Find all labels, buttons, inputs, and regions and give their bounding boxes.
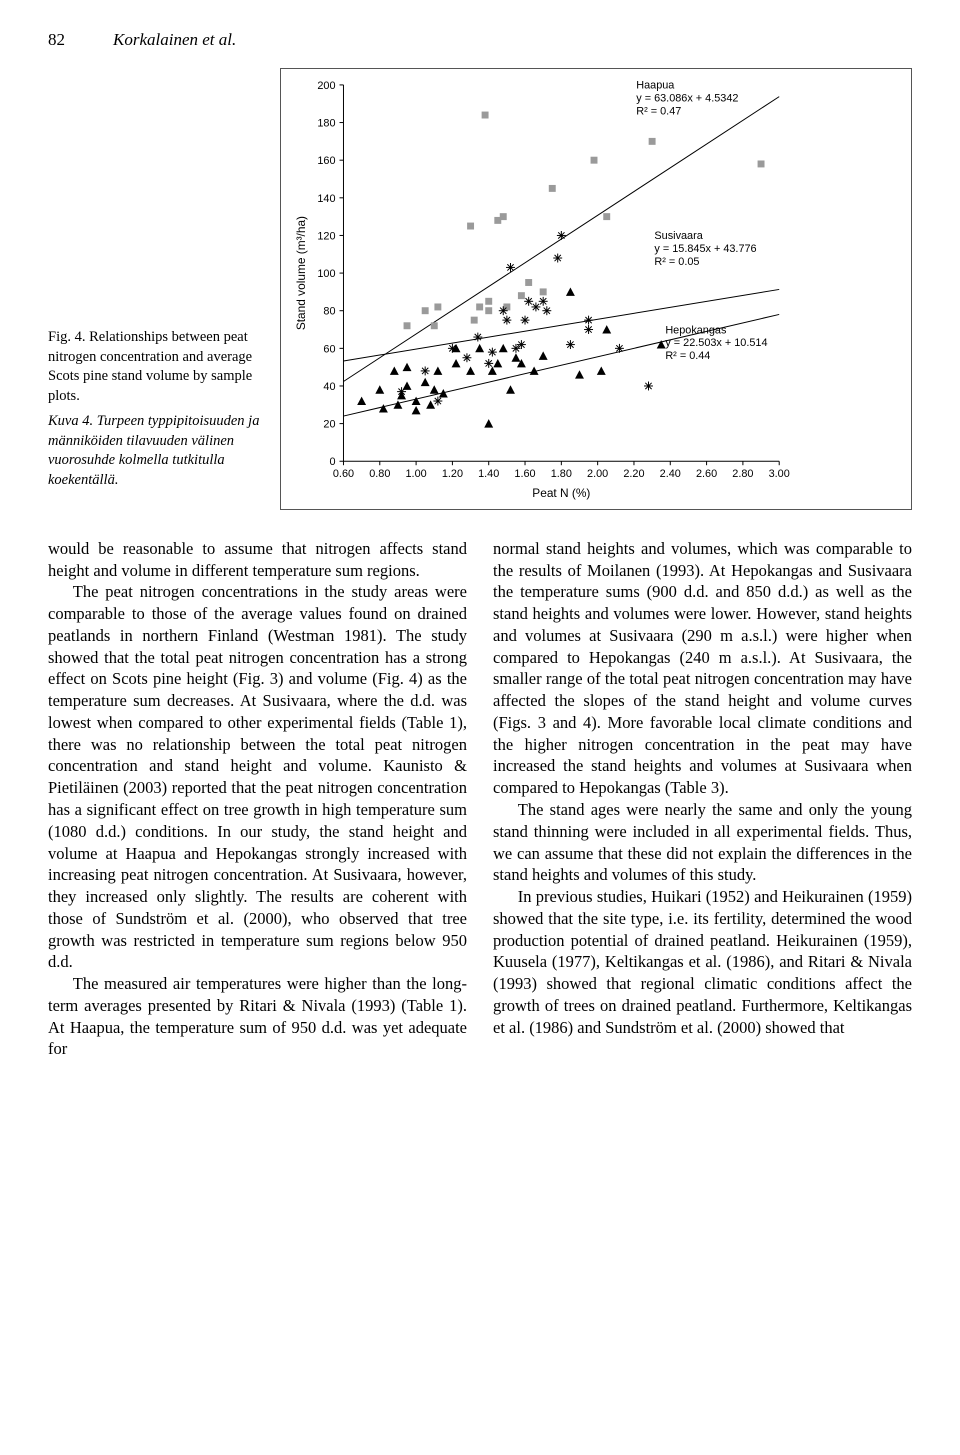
svg-text:120: 120	[317, 230, 335, 242]
svg-text:2.40: 2.40	[660, 468, 681, 480]
text-column-left: would be reasonable to assume that nitro…	[48, 538, 467, 1060]
paragraph: would be reasonable to assume that nitro…	[48, 538, 467, 582]
svg-text:80: 80	[323, 306, 335, 318]
paragraph: In previous studies, Huikari (1952) and …	[493, 886, 912, 1038]
svg-text:2.80: 2.80	[732, 468, 753, 480]
scatter-chart: 0 20 40 60 80 100 120 140 160 180 200 0.60 0.80 1.00 1…	[280, 68, 912, 510]
svg-text:100: 100	[317, 268, 335, 280]
body-text: would be reasonable to assume that nitro…	[48, 538, 912, 1060]
authors-running-head: Korkalainen et al.	[113, 30, 236, 50]
svg-text:0.60: 0.60	[333, 468, 354, 480]
svg-text:0.80: 0.80	[369, 468, 390, 480]
svg-text:Peat N (%): Peat N (%)	[532, 486, 590, 500]
page-number: 82	[48, 30, 65, 50]
svg-text:Haapua: Haapua	[636, 80, 675, 92]
svg-text:3.00: 3.00	[769, 468, 790, 480]
paragraph: The stand ages were nearly the same and …	[493, 799, 912, 886]
paragraph: The measured air temperatures were highe…	[48, 973, 467, 1060]
svg-text:R² = 0.05: R² = 0.05	[654, 256, 699, 268]
svg-text:y = 22.503x + 10.514: y = 22.503x + 10.514	[665, 337, 767, 349]
svg-text:1.80: 1.80	[551, 468, 572, 480]
svg-text:Hepokangas: Hepokangas	[665, 324, 727, 336]
svg-text:200: 200	[317, 80, 335, 92]
svg-text:y = 63.086x + 4.5342: y = 63.086x + 4.5342	[636, 93, 738, 105]
svg-text:1.40: 1.40	[478, 468, 499, 480]
figure-caption: Fig. 4. Relationships between peat nitro…	[48, 68, 280, 510]
paragraph: normal stand heights and volumes, which …	[493, 538, 912, 799]
svg-text:y = 15.845x + 43.776: y = 15.845x + 43.776	[654, 243, 756, 255]
svg-text:R² = 0.47: R² = 0.47	[636, 105, 681, 117]
svg-text:20: 20	[323, 419, 335, 431]
svg-text:160: 160	[317, 155, 335, 167]
svg-text:1.60: 1.60	[514, 468, 535, 480]
paragraph: The peat nitrogen concentrations in the …	[48, 581, 467, 973]
svg-text:Stand volume (m³/ha): Stand volume (m³/ha)	[294, 216, 308, 330]
chart-svg: 0 20 40 60 80 100 120 140 160 180 200 0.60 0.80 1.00 1…	[289, 77, 903, 503]
page-header: 82 Korkalainen et al.	[48, 30, 912, 50]
svg-text:1.20: 1.20	[442, 468, 463, 480]
svg-text:60: 60	[323, 343, 335, 355]
svg-text:1.00: 1.00	[406, 468, 427, 480]
svg-text:2.00: 2.00	[587, 468, 608, 480]
figure-label-fi: Kuva 4.	[48, 413, 93, 429]
svg-text:40: 40	[323, 381, 335, 393]
figure-4: Fig. 4. Relationships between peat nitro…	[48, 68, 912, 510]
svg-text:180: 180	[317, 118, 335, 130]
text-column-right: normal stand heights and volumes, which …	[493, 538, 912, 1060]
figure-label-en: Fig. 4.	[48, 329, 85, 345]
svg-text:2.20: 2.20	[623, 468, 644, 480]
svg-text:0: 0	[329, 456, 335, 468]
svg-text:Susivaara: Susivaara	[654, 230, 703, 242]
svg-text:R² = 0.44: R² = 0.44	[665, 350, 710, 362]
svg-text:140: 140	[317, 193, 335, 205]
svg-text:2.60: 2.60	[696, 468, 717, 480]
